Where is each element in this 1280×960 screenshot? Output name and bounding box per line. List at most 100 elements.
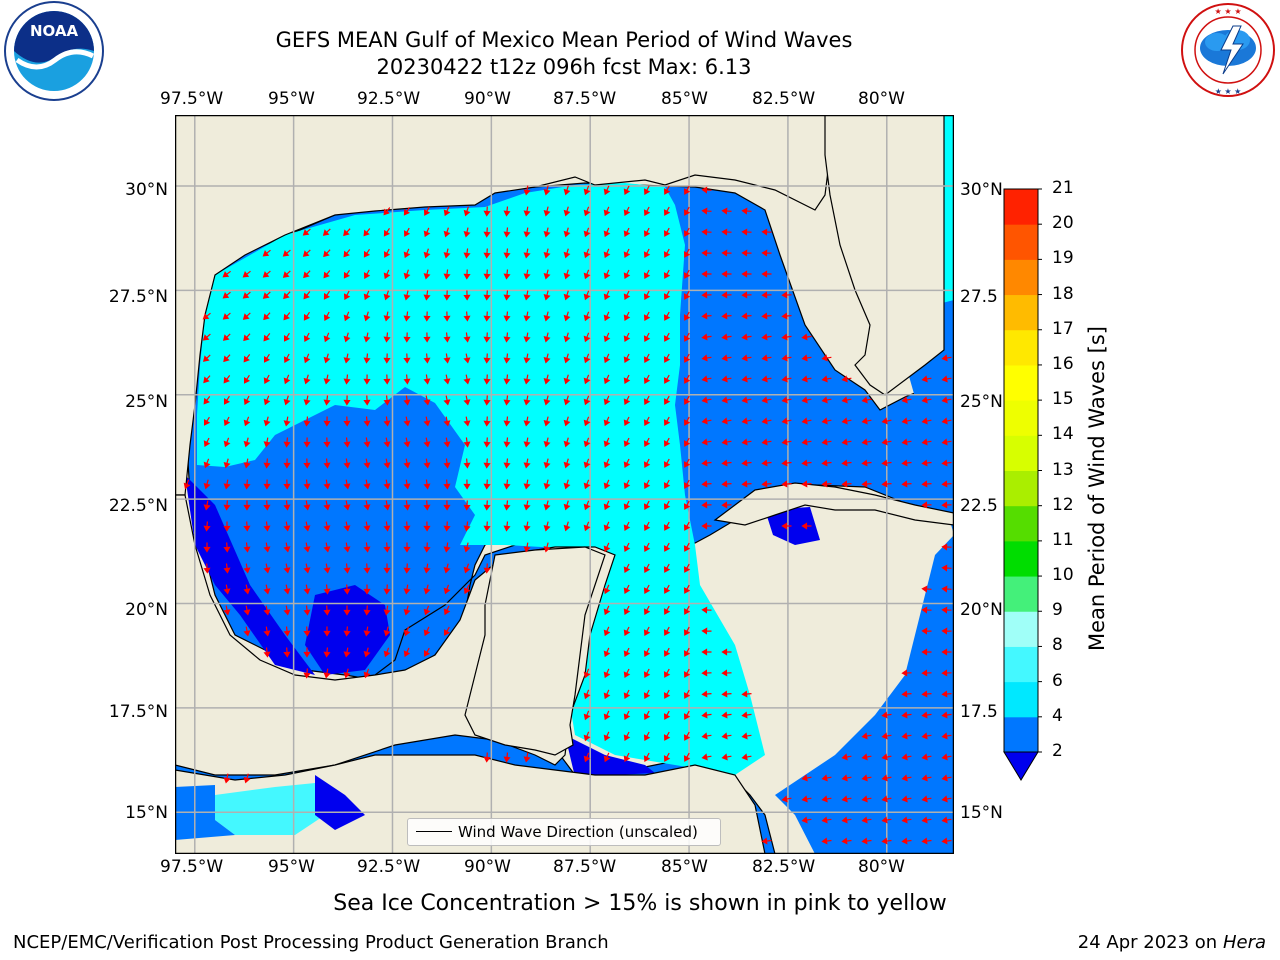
wave-direction-arrow (921, 795, 932, 803)
wave-direction-arrow (223, 605, 231, 616)
wave-direction-arrow (721, 354, 732, 362)
lon-ticks-top: 97.5°W 95°W 92.5°W 90°W 87.5°W 85°W 82.5… (0, 89, 1280, 111)
wave-direction-arrow (941, 795, 952, 803)
svg-text:★ ★ ★: ★ ★ ★ (1214, 7, 1241, 16)
wave-direction-arrow (323, 437, 331, 448)
wave-direction-arrow (323, 563, 331, 574)
wave-direction-arrow (801, 795, 812, 803)
wave-direction-arrow (683, 374, 691, 384)
wave-direction-arrow (921, 501, 932, 509)
wave-direction-arrow (443, 332, 451, 343)
wave-direction-arrow (303, 605, 311, 616)
wave-direction-arrow (383, 395, 391, 406)
wave-direction-arrow (921, 669, 932, 677)
wave-direction-arrow (443, 374, 451, 385)
wave-direction-arrow (503, 227, 511, 238)
wave-direction-arrow (563, 185, 571, 196)
wave-direction-arrow (721, 669, 732, 677)
wave-direction-arrow (603, 290, 611, 301)
wave-direction-arrow (383, 290, 391, 301)
colorbar-segment (1004, 224, 1038, 260)
wave-direction-arrow (563, 269, 571, 280)
wave-direction-arrow (563, 227, 571, 238)
wave-direction-arrow (643, 584, 651, 595)
wave-direction-arrow (941, 669, 952, 677)
lat-tick-left: 17.5°N (108, 702, 168, 722)
colorbar-tick: 14 (1052, 424, 1074, 445)
wave-direction-arrow (343, 353, 351, 364)
lat-tick-right: 25°N (960, 392, 1003, 412)
wave-direction-arrow (463, 332, 471, 343)
wave-direction-arrow (543, 269, 551, 280)
wave-direction-arrow (503, 206, 511, 217)
wave-direction-arrow (463, 311, 471, 322)
ice-note: Sea Ice Concentration > 15% is shown in … (333, 891, 947, 916)
wave-direction-arrow (323, 311, 331, 322)
lon-tick-top: 92.5°W (357, 89, 421, 109)
wave-direction-arrow (202, 312, 211, 320)
wave-direction-arrow (263, 542, 271, 553)
wave-direction-arrow (463, 584, 471, 595)
wave-direction-arrow (663, 227, 671, 237)
wave-direction-arrow (223, 416, 231, 426)
wave-direction-arrow (941, 480, 952, 488)
wave-direction-arrow (623, 584, 631, 595)
wave-direction-arrow (423, 353, 431, 364)
wave-direction-arrow (881, 774, 892, 782)
wave-direction-arrow (861, 732, 872, 740)
wave-direction-arrow (683, 206, 691, 216)
wave-direction-arrow (941, 585, 952, 593)
lon-tick-bottom: 85°W (661, 857, 708, 877)
wave-direction-arrow (483, 206, 491, 217)
lon-tick-bottom: 92.5°W (357, 857, 421, 877)
wave-direction-arrow (683, 521, 691, 531)
wave-direction-arrow (243, 479, 251, 490)
wave-direction-arrow (941, 774, 952, 782)
wave-direction-arrow (303, 353, 311, 364)
wave-direction-arrow (821, 438, 832, 446)
wave-direction-arrow (683, 500, 691, 510)
wave-direction-arrow (921, 753, 932, 761)
wave-direction-arrow (683, 185, 691, 195)
wave-direction-arrow (403, 290, 411, 301)
wave-direction-arrow (821, 816, 832, 824)
wave-direction-arrow (483, 374, 491, 385)
machine-name: Hera (1222, 932, 1266, 953)
wave-direction-arrow (423, 437, 431, 448)
wave-direction-arrow (583, 269, 591, 280)
wave-direction-arrow (603, 647, 611, 658)
wave-direction-arrow (701, 291, 712, 299)
wave-direction-arrow (663, 185, 671, 195)
wave-direction-arrow (881, 711, 892, 719)
wave-direction-arrow (343, 290, 351, 301)
wave-direction-arrow (563, 395, 571, 406)
deep-blue-bay-of-campeche (185, 475, 315, 675)
wave-direction-arrow (443, 521, 451, 532)
wave-direction-arrow (483, 437, 491, 448)
wave-direction-arrow (243, 773, 251, 784)
wave-direction-arrow (443, 437, 451, 448)
wave-direction-arrow (303, 626, 311, 637)
wave-direction-arrow (323, 353, 331, 364)
wave-direction-arrow (363, 437, 371, 448)
wave-direction-arrow (801, 774, 812, 782)
wave-direction-arrow (523, 395, 531, 406)
wave-direction-arrow (563, 311, 571, 322)
wave-direction-arrow (921, 774, 932, 782)
wave-direction-arrow (363, 563, 371, 574)
wave-direction-arrow (643, 353, 651, 364)
wave-direction-arrow (563, 332, 571, 343)
wave-direction-arrow (423, 416, 431, 427)
wave-direction-arrow (643, 605, 651, 616)
wave-direction-arrow (423, 584, 431, 595)
wave-direction-arrow (383, 500, 391, 511)
wave-direction-arrow (663, 290, 671, 300)
wave-direction-arrow (202, 354, 211, 362)
lat-tick-right: 27.5 (960, 287, 998, 307)
wave-direction-arrow (663, 647, 671, 657)
wave-direction-arrow (223, 375, 231, 384)
wave-direction-arrow (523, 185, 531, 196)
wave-direction-arrow (643, 731, 651, 742)
wave-direction-arrow (663, 689, 671, 699)
wave-direction-arrow (543, 521, 551, 532)
